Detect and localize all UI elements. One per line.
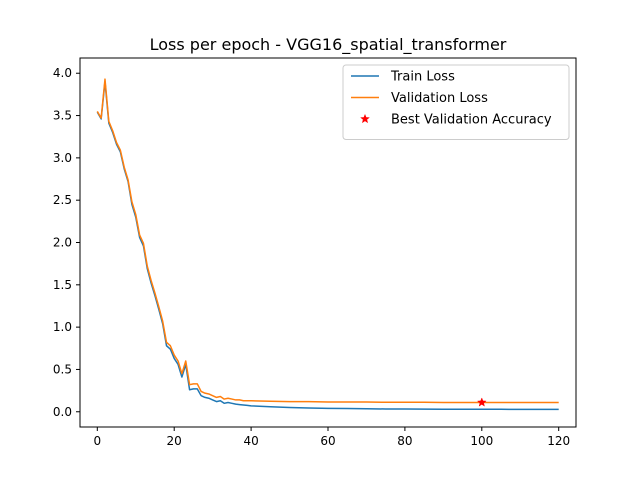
chart-title: Loss per epoch - VGG16_spatial_transform… — [150, 35, 507, 55]
x-axis-ticks: 0 20 40 60 80 100 120 — [93, 427, 570, 448]
y-tick-label: 3.0 — [53, 151, 72, 165]
y-tick-label: 0.0 — [53, 405, 72, 419]
y-tick-label: 4.0 — [53, 66, 72, 80]
marker-best-validation-accuracy — [476, 397, 487, 407]
x-tick-label: 60 — [320, 434, 335, 448]
legend: Train Loss Validation Loss Best Validation… — [342, 64, 570, 140]
y-tick-label: 2.0 — [53, 236, 72, 250]
legend-label-train-loss: Train Loss — [390, 70, 455, 85]
legend-box — [342, 64, 570, 140]
legend-label-best-validation-accuracy: Best Validation Accuracy — [391, 113, 552, 128]
x-tick-label: 100 — [470, 434, 493, 448]
x-tick-label: 20 — [167, 434, 182, 448]
plot-lines — [96, 78, 559, 411]
y-tick-label: 3.5 — [53, 109, 72, 123]
y-tick-label: 1.5 — [53, 278, 72, 292]
plot-markers — [476, 397, 487, 407]
x-tick-label: 0 — [93, 434, 101, 448]
y-axis-ticks: 0.0 0.5 1.0 1.5 2.0 2.5 3.0 3.5 4.0 — [53, 66, 80, 419]
series-line-validation-loss — [96, 78, 559, 404]
legend-label-validation-loss: Validation Loss — [391, 91, 488, 106]
legend-swatch-best-validation-accuracy — [360, 113, 370, 124]
x-tick-label: 120 — [547, 434, 570, 448]
y-tick-label: 1.0 — [53, 320, 72, 334]
y-tick-label: 0.5 — [53, 362, 72, 376]
x-tick-label: 40 — [243, 434, 258, 448]
y-tick-label: 2.5 — [53, 193, 72, 207]
x-tick-label: 80 — [397, 434, 412, 448]
